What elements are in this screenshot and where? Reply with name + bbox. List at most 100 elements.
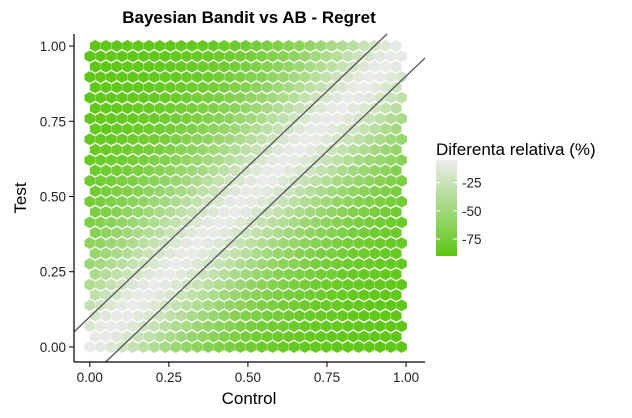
hex-cell	[352, 195, 365, 208]
hex-cell	[369, 226, 381, 240]
hex-cell	[326, 288, 338, 302]
hex-cell	[207, 205, 220, 219]
hex-cell	[100, 330, 112, 343]
hex-cell	[315, 247, 327, 260]
hex-cell	[159, 195, 171, 208]
hex-cell	[159, 278, 171, 291]
hex-cell	[207, 143, 220, 156]
hex-cell	[390, 268, 402, 281]
hex-cell	[245, 70, 257, 84]
hex-cell	[89, 39, 101, 53]
hex-cell	[154, 81, 166, 94]
hex-cell	[256, 195, 268, 208]
hex-cell	[164, 330, 177, 343]
x-tick-label: 0.00	[77, 370, 103, 385]
hex-cell	[352, 319, 365, 333]
hex-cell	[369, 205, 381, 219]
hex-cell	[202, 216, 214, 229]
y-tick-label: 0.50	[40, 189, 66, 204]
hex-cell	[143, 122, 155, 136]
hex-cell	[272, 164, 284, 177]
hex-cell	[331, 216, 343, 229]
hex-cell	[170, 153, 182, 167]
hex-cell	[261, 143, 273, 156]
hex-cell	[94, 174, 107, 188]
hex-cell	[218, 101, 230, 115]
hex-cell	[116, 112, 128, 125]
hex-cell	[159, 236, 171, 250]
hex-cell	[218, 205, 230, 219]
hex-cell	[309, 133, 322, 146]
hex-cell	[132, 184, 144, 198]
hex-cell	[100, 309, 112, 323]
hex-cell	[170, 299, 182, 312]
hex-cell	[207, 288, 220, 302]
hex-cell	[218, 226, 230, 240]
reference-line	[105, 57, 426, 363]
hex-cell	[250, 226, 263, 240]
hex-cell	[223, 112, 236, 125]
hex-cell	[315, 226, 327, 240]
hex-cell	[256, 319, 268, 333]
hex-cell	[218, 164, 230, 177]
hex-cell	[369, 268, 381, 281]
hex-cell	[111, 247, 123, 260]
legend-ticks: -25 -50 -75	[436, 176, 482, 247]
hex-cell	[347, 101, 359, 115]
hex-cell	[395, 216, 408, 229]
hex-cell	[137, 216, 150, 229]
hex-cell	[159, 340, 171, 354]
hex-cell	[347, 288, 359, 302]
hex-cell	[180, 319, 193, 333]
hex-cell	[293, 247, 306, 260]
hex-cell	[385, 195, 397, 208]
hex-cell	[84, 133, 96, 146]
hex-cell	[347, 164, 359, 177]
hex-cell	[358, 143, 370, 156]
legend-title: Diferenta relativa (%)	[436, 140, 596, 159]
hex-cell	[229, 81, 241, 94]
hex-cell	[191, 70, 203, 84]
hex-cell	[175, 60, 187, 73]
hex-cell	[207, 330, 220, 343]
hex-cell	[121, 247, 134, 260]
hex-cell	[288, 216, 300, 229]
hex-cell	[266, 174, 279, 188]
hex-cell	[395, 319, 408, 333]
hex-cell	[191, 278, 203, 291]
hex-cell	[342, 340, 354, 354]
hex-cell	[197, 330, 209, 343]
hex-cell	[266, 91, 279, 105]
hex-cell	[164, 164, 177, 177]
hex-cell	[159, 174, 171, 188]
hex-cell	[197, 184, 209, 198]
hex-cell	[175, 309, 187, 323]
hex-cell	[379, 309, 392, 323]
hex-cell	[379, 226, 392, 240]
hex-cell	[121, 81, 134, 94]
hex-cell	[352, 70, 365, 84]
hex-cell	[213, 49, 225, 63]
hex-cell	[342, 112, 354, 125]
hex-cell	[272, 39, 284, 53]
hex-cell	[299, 257, 311, 271]
hex-cell	[94, 49, 107, 63]
legend: Diferenta relativa (%) -25 -50 -75	[436, 140, 596, 256]
hex-cell	[207, 164, 220, 177]
hex-cell	[336, 247, 349, 260]
hex-cell	[89, 268, 101, 281]
hex-cell	[89, 184, 101, 198]
hex-cell	[374, 49, 386, 63]
hex-cell	[256, 299, 268, 312]
hex-cell	[309, 319, 322, 333]
hex-cell	[309, 340, 322, 354]
hex-cell	[250, 39, 263, 53]
hex-cell	[186, 330, 198, 343]
hex-cell	[89, 60, 101, 73]
hex-cell	[84, 278, 96, 291]
hex-cell	[207, 101, 220, 115]
hex-cell	[121, 122, 134, 136]
hex-cell	[250, 164, 263, 177]
hex-cell	[272, 122, 284, 136]
hex-cell	[127, 91, 139, 105]
